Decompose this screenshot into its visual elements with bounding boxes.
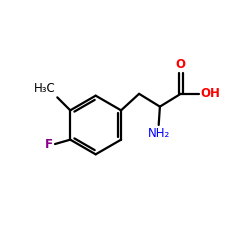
Text: NH₂: NH₂ xyxy=(148,128,170,140)
Text: H₃C: H₃C xyxy=(34,82,55,96)
Text: O: O xyxy=(176,58,186,71)
Text: F: F xyxy=(44,138,52,150)
Text: OH: OH xyxy=(200,87,220,100)
